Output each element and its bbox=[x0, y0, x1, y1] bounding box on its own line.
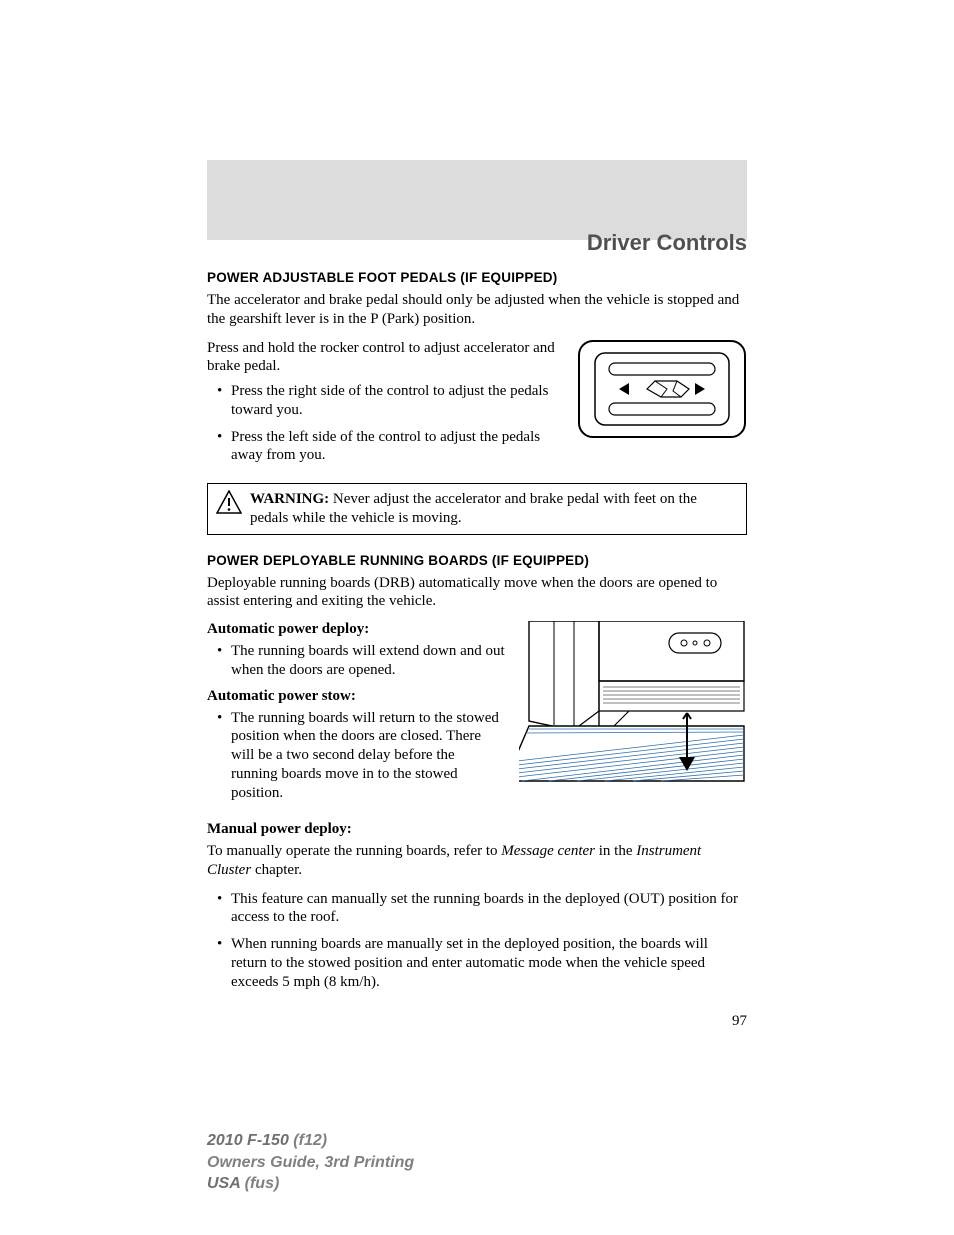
footer: 2010 F-150 (f12) Owners Guide, 3rd Print… bbox=[207, 1130, 414, 1195]
footer-model-code: (f12) bbox=[289, 1132, 327, 1149]
row-pedal-instructions: Press and hold the rocker control to adj… bbox=[207, 339, 747, 474]
bullets-deploy: The running boards will extend down and … bbox=[207, 642, 505, 680]
para-manual-1a: To manually operate the running boards, … bbox=[207, 843, 501, 859]
section-title: Driver Controls bbox=[207, 230, 747, 256]
bullet-manual-speed: When running boards are manually set in … bbox=[221, 935, 747, 991]
para-pedals-intro: The accelerator and brake pedal should o… bbox=[207, 291, 747, 329]
footer-region-code: (fus) bbox=[240, 1175, 279, 1192]
para-drb-intro: Deployable running boards (DRB) automati… bbox=[207, 574, 747, 612]
bullets-pedal: Press the right side of the control to a… bbox=[207, 382, 563, 465]
ref-message-center: Message center bbox=[501, 843, 595, 859]
footer-guide: Owners Guide, 3rd Printing bbox=[207, 1152, 414, 1174]
bullet-stow: The running boards will return to the st… bbox=[221, 709, 505, 803]
sub-manual: Manual power deploy: bbox=[207, 821, 747, 838]
warning-label: WARNING: bbox=[250, 491, 329, 507]
footer-region: USA bbox=[207, 1175, 240, 1192]
sub-auto-deploy: Automatic power deploy: bbox=[207, 621, 505, 638]
page-content: Driver Controls POWER ADJUSTABLE FOOT PE… bbox=[0, 0, 954, 1030]
heading-pedals: POWER ADJUSTABLE FOOT PEDALS (IF EQUIPPE… bbox=[207, 270, 747, 285]
figure-running-board bbox=[519, 621, 747, 811]
warning-box: WARNING: Never adjust the accelerator an… bbox=[207, 483, 747, 535]
para-manual: To manually operate the running boards, … bbox=[207, 842, 747, 880]
bullets-stow: The running boards will return to the st… bbox=[207, 709, 505, 803]
heading-running-boards: POWER DEPLOYABLE RUNNING BOARDS (IF EQUI… bbox=[207, 553, 747, 568]
bullet-pedal-right: Press the right side of the control to a… bbox=[221, 382, 563, 420]
sub-auto-stow: Automatic power stow: bbox=[207, 688, 505, 705]
bullet-deploy: The running boards will extend down and … bbox=[221, 642, 505, 680]
bullet-manual-roof: This feature can manually set the runnin… bbox=[221, 890, 747, 928]
footer-model: 2010 F-150 bbox=[207, 1132, 289, 1149]
bullet-pedal-left: Press the left side of the control to ad… bbox=[221, 428, 563, 466]
warning-text-wrapper: WARNING: Never adjust the accelerator an… bbox=[250, 490, 738, 528]
page-number: 97 bbox=[207, 1013, 747, 1030]
para-manual-1c: chapter. bbox=[251, 862, 302, 878]
para-manual-1b: in the bbox=[595, 843, 636, 859]
figure-pedal-control bbox=[577, 339, 747, 474]
row-running-boards: Automatic power deploy: The running boar… bbox=[207, 621, 747, 811]
para-rocker: Press and hold the rocker control to adj… bbox=[207, 339, 563, 377]
warning-icon bbox=[216, 490, 242, 520]
bullets-manual: This feature can manually set the runnin… bbox=[207, 890, 747, 992]
